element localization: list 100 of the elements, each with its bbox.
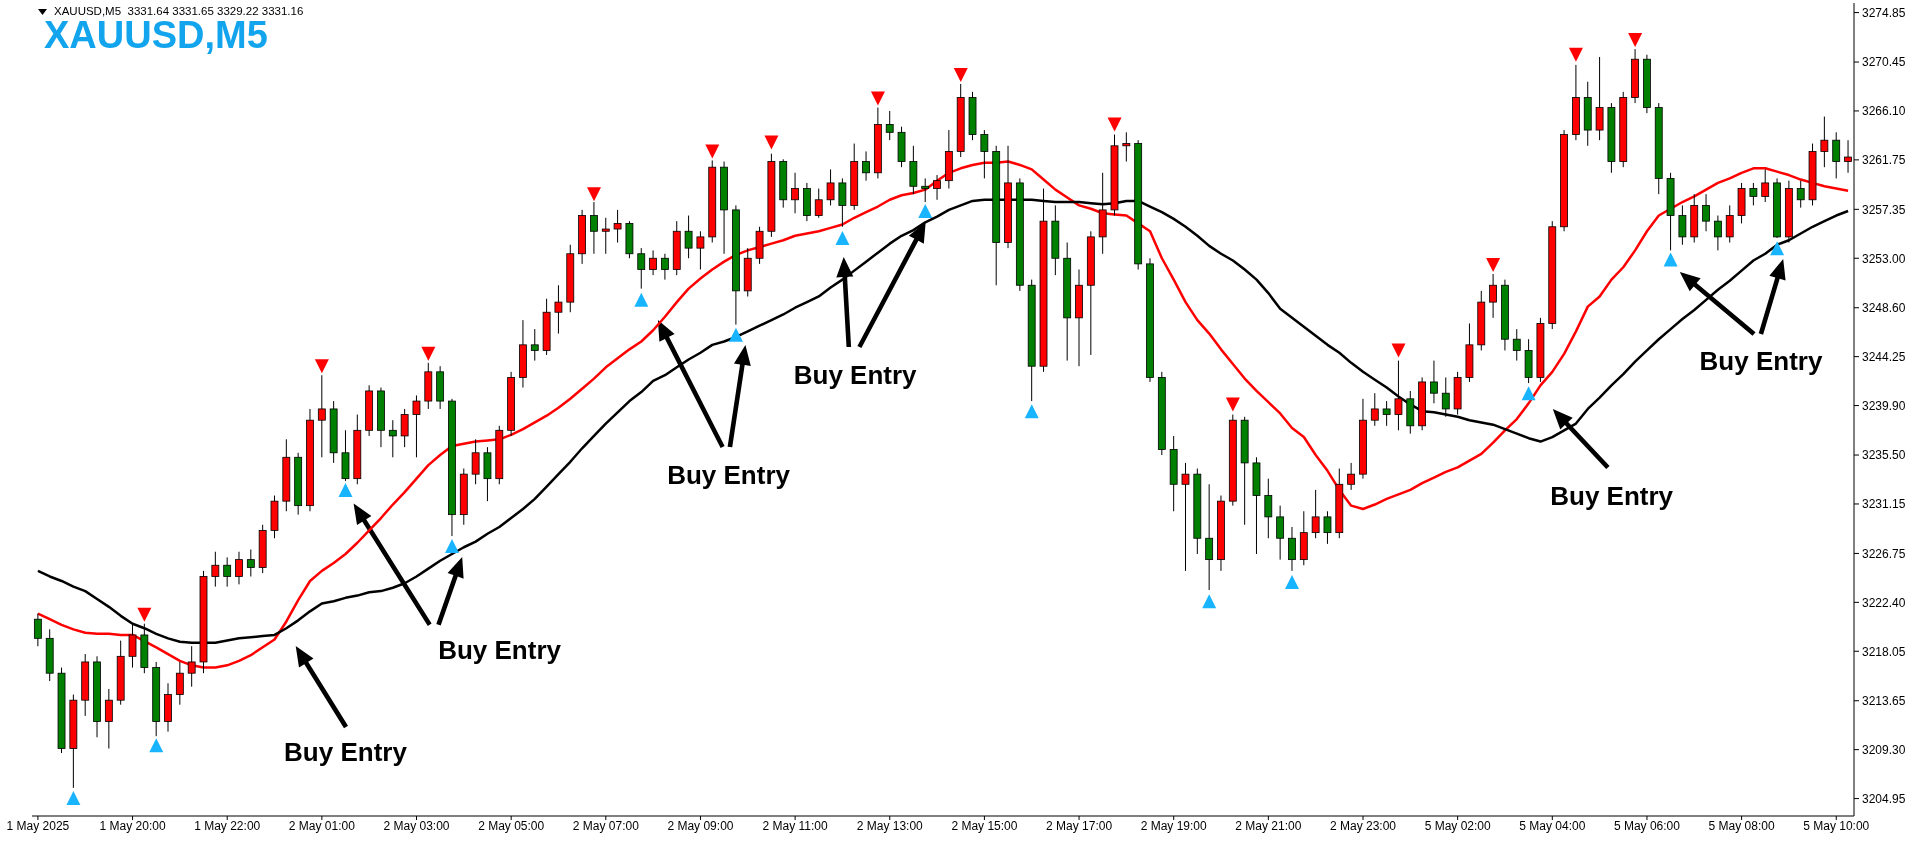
y-tick-label: 3213.65 — [1862, 694, 1906, 708]
point — [728, 327, 743, 342]
point — [634, 292, 649, 307]
y-tick-label: 3270.45 — [1862, 55, 1906, 70]
candlestick — [1311, 489, 1320, 539]
y-tick-label: 3261.75 — [1862, 153, 1906, 168]
candlestick — [1761, 168, 1770, 203]
x-tick-label: 5 May 10:00 — [1803, 818, 1870, 833]
x-tick-label: 2 May 19:00 — [1140, 818, 1208, 833]
x-tick-label: 5 May 06:00 — [1613, 818, 1681, 833]
candlestick — [826, 168, 835, 206]
candlestick — [1370, 392, 1379, 427]
point — [66, 791, 81, 806]
y-tick-label: 3218.05 — [1862, 644, 1906, 659]
y-tick-label: 3222.40 — [1862, 595, 1906, 610]
y-tick-label: 3239.90 — [1862, 398, 1906, 413]
annotation: Buy Entry — [1550, 481, 1674, 512]
x-tick-label: 5 May 08:00 — [1708, 818, 1775, 833]
point — [1521, 386, 1536, 401]
candlestick — [601, 217, 610, 255]
x-tick-label: 2 May 13:00 — [856, 818, 924, 833]
candlestick — [388, 419, 397, 458]
candlestick — [1512, 328, 1521, 362]
y-tick-label: 3248.60 — [1862, 300, 1906, 315]
candlestick — [1489, 273, 1497, 319]
x-tick-label: 2 May 15:00 — [951, 818, 1018, 833]
candlestick — [684, 215, 693, 259]
candlestick — [1713, 215, 1722, 251]
x-tick-label: 2 May 09:00 — [667, 818, 734, 833]
candlestick — [1430, 360, 1438, 404]
annotation: Buy Entry — [793, 359, 918, 390]
candlestick — [246, 549, 255, 577]
point — [1770, 241, 1785, 256]
point — [1568, 47, 1583, 62]
candlestick — [1832, 131, 1841, 179]
point — [1486, 258, 1501, 272]
candlestick — [1122, 131, 1131, 163]
candlestick — [590, 201, 598, 255]
point — [1225, 397, 1240, 412]
candlestick — [838, 177, 847, 228]
point — [338, 482, 353, 497]
point — [149, 738, 164, 753]
candlestick — [696, 230, 705, 270]
point — [1024, 404, 1039, 419]
candlestick — [104, 688, 113, 750]
point — [314, 359, 329, 374]
candlestick — [980, 129, 989, 179]
y-tick-label: 3257.35 — [1862, 202, 1906, 217]
point — [705, 144, 720, 159]
point — [953, 67, 968, 82]
point — [1202, 594, 1217, 609]
point — [918, 204, 933, 219]
point — [764, 135, 779, 150]
x-tick-label: 2 May 17:00 — [1046, 818, 1113, 833]
x-tick-label: 2 May 05:00 — [478, 818, 545, 833]
candlestick — [862, 150, 870, 182]
y-tick-label: 3226.75 — [1862, 546, 1906, 561]
candlestick — [1595, 56, 1604, 141]
candlestick — [1205, 483, 1214, 591]
candlestick — [1264, 478, 1273, 539]
candlestick — [1288, 526, 1296, 572]
point — [1285, 575, 1300, 590]
candlestick — [1276, 505, 1285, 561]
candlestick — [885, 110, 894, 141]
x-tick-label: 1 May 22:00 — [194, 818, 261, 833]
candlestick — [1382, 400, 1391, 427]
candlestick — [530, 328, 539, 362]
candlestick — [1394, 360, 1403, 431]
candlestick — [1441, 376, 1450, 418]
annotation: Buy Entry — [667, 460, 791, 491]
point — [586, 187, 601, 202]
candlestick — [661, 253, 669, 281]
candlestick — [33, 613, 42, 647]
y-tick-label: 3244.25 — [1862, 349, 1906, 364]
y-tick-label: 3231.15 — [1862, 497, 1906, 512]
candlestick — [1347, 462, 1356, 491]
x-tick-label: 1 May 20:00 — [99, 818, 166, 833]
x-tick-label: 2 May 21:00 — [1235, 818, 1302, 833]
candlestick — [1725, 204, 1734, 244]
point — [1663, 252, 1678, 267]
candlestick — [1702, 193, 1710, 232]
candlestick — [317, 374, 326, 458]
candlestick — [471, 438, 480, 485]
candlestick — [921, 177, 930, 203]
x-tick-label: 2 May 11:00 — [762, 818, 829, 833]
point — [445, 539, 460, 554]
candlestick — [933, 174, 941, 201]
candlestick — [554, 284, 563, 335]
x-tick-label: 5 May 04:00 — [1519, 818, 1586, 833]
point — [421, 346, 436, 361]
point — [1628, 33, 1643, 48]
candlestick — [791, 172, 799, 214]
annotation: Buy Entry — [1699, 346, 1823, 377]
y-tick-label: 3204.95 — [1862, 791, 1906, 806]
candlestick — [1678, 204, 1687, 246]
candlestick — [223, 556, 232, 588]
candlestick — [1323, 510, 1332, 545]
candlestick — [814, 188, 823, 219]
candlestick — [1820, 116, 1829, 168]
candlestick — [637, 247, 646, 290]
